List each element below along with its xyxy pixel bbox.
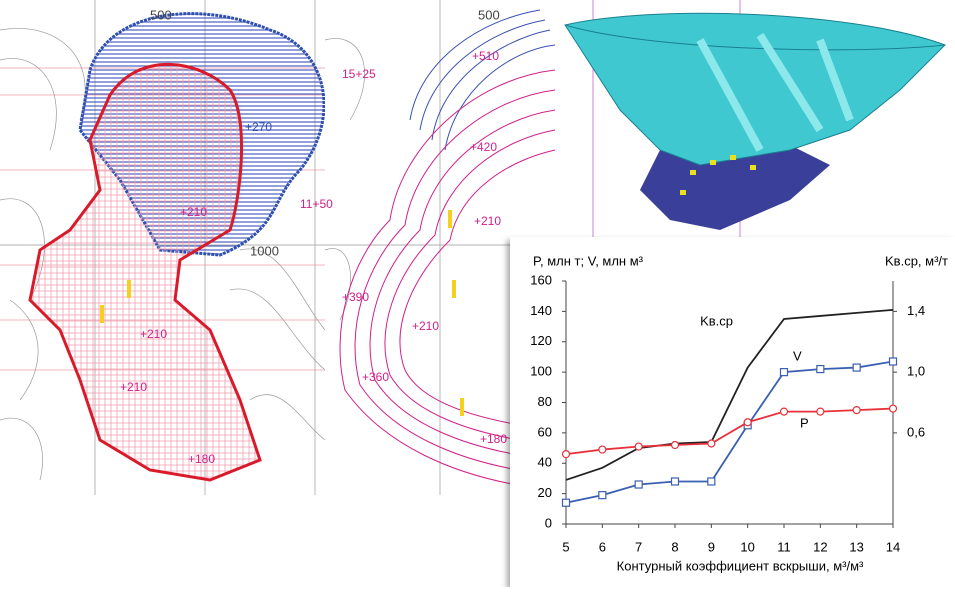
y-tick-label: 20	[538, 485, 552, 500]
x-tick-label: 10	[740, 539, 754, 554]
marker	[672, 442, 679, 449]
series-label: Kв.ср	[700, 313, 733, 328]
y-axis-title: P, млн т; V, млн м³	[533, 253, 644, 268]
map-label: +210	[474, 214, 501, 228]
y-tick-label: 80	[538, 394, 552, 409]
map-label: +270	[245, 120, 272, 134]
marker	[853, 407, 860, 414]
x-tick-label: 6	[599, 539, 606, 554]
map-label: +180	[480, 432, 507, 446]
marker	[781, 369, 788, 376]
marker	[817, 408, 824, 415]
x-tick-label: 11	[777, 539, 791, 554]
marker	[563, 451, 570, 458]
figure: 500 +270 11+50 1000 +210 +210 +210 +180 …	[0, 0, 955, 587]
map-label: 500	[150, 7, 172, 22]
marker	[635, 481, 642, 488]
pit-3d	[555, 0, 955, 237]
marker	[744, 419, 751, 426]
y-tick-label: 0	[545, 515, 552, 530]
marker	[599, 492, 606, 499]
marker	[781, 408, 788, 415]
x-tick-label: 14	[886, 539, 900, 554]
x-axis-title: Контурный коэффициент вскрыши, м³/м³	[617, 558, 864, 573]
marker	[853, 364, 860, 371]
map-label: +360	[362, 370, 389, 384]
chart-panel	[510, 237, 955, 587]
marker	[672, 478, 679, 485]
map-label: +210	[180, 205, 207, 219]
x-tick-label: 13	[849, 539, 863, 554]
y-tick-label: 40	[538, 455, 552, 470]
marker	[563, 499, 570, 506]
y-tick-label: 100	[530, 364, 552, 379]
series-label: V	[793, 348, 802, 363]
map-label: 500	[478, 7, 500, 22]
marker	[890, 405, 897, 412]
y2-axis-title: Kв.ср, м³/т	[885, 253, 948, 268]
x-tick-label: 7	[635, 539, 642, 554]
map-label: +420	[470, 140, 497, 154]
y2-tick-label: 1,4	[907, 303, 925, 318]
y-tick-label: 120	[530, 333, 552, 348]
map-label: 15+25	[342, 67, 376, 81]
y-tick-label: 140	[530, 303, 552, 318]
map-label: +210	[412, 319, 439, 333]
marker	[708, 440, 715, 447]
map-label: 11+50	[300, 197, 333, 211]
map-label: +210	[140, 327, 167, 341]
marker	[708, 478, 715, 485]
x-tick-label: 9	[708, 539, 715, 554]
x-tick-label: 8	[671, 539, 678, 554]
marker	[635, 443, 642, 450]
map-label: +510	[472, 49, 499, 63]
map-label: +180	[188, 452, 215, 466]
y2-tick-label: 1,0	[907, 364, 925, 379]
map-label: 1000	[250, 243, 279, 258]
y-tick-label: 60	[538, 424, 552, 439]
x-tick-label: 12	[813, 539, 827, 554]
x-tick-label: 5	[562, 539, 569, 554]
marker	[599, 446, 606, 453]
y-tick-label: 160	[530, 272, 552, 287]
map-label: +390	[342, 290, 369, 304]
series-label: P	[800, 415, 809, 430]
map-label: +210	[120, 380, 147, 394]
marker	[817, 366, 824, 373]
marker	[890, 358, 897, 365]
y2-tick-label: 0,6	[907, 424, 925, 439]
